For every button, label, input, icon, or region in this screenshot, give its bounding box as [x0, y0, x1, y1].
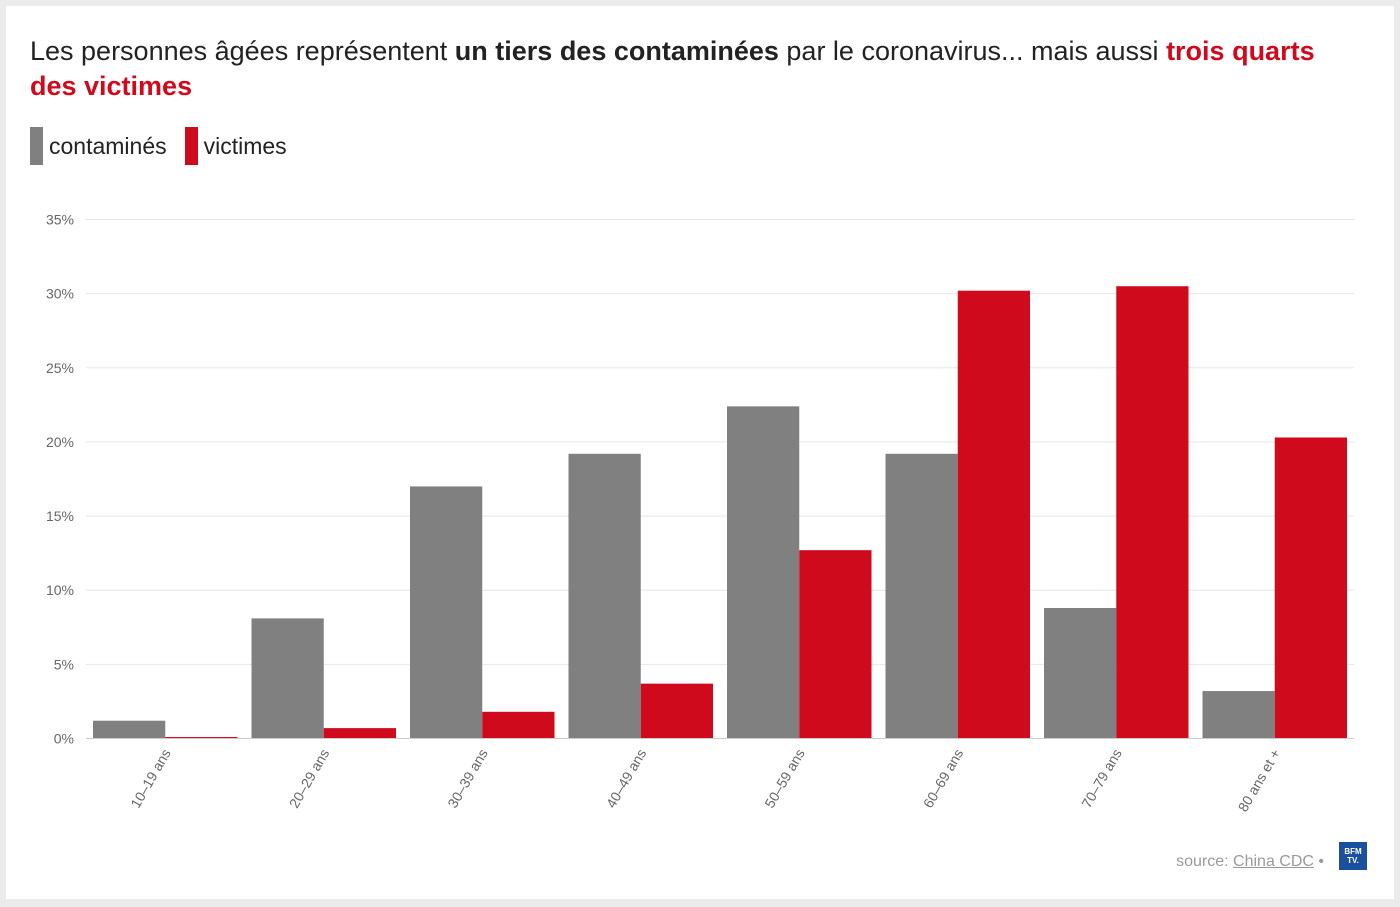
legend-item-victimes[interactable]: victimes	[184, 127, 287, 165]
bar-contamines	[568, 453, 641, 739]
legend-item-contamines[interactable]: contaminés	[30, 127, 167, 165]
logo-text: BFM TV.	[1344, 847, 1362, 865]
bar-victimes	[1116, 286, 1189, 739]
y-tick-label: 5%	[54, 656, 74, 672]
bar-chart: 0% 5% 10% 15% 20% 25% 30% 35% 10–19 ans 20–29 ans…	[46, 212, 1354, 814]
bar-victimes	[957, 290, 1030, 739]
bar-contamines	[727, 406, 800, 739]
x-tick-label: 80 ans et +	[1235, 746, 1284, 814]
y-tick-label: 0%	[54, 731, 74, 747]
bfmtv-logo[interactable]: BFM TV.	[1339, 842, 1367, 870]
legend-swatch-victimes	[184, 127, 198, 165]
bar-contamines	[1044, 608, 1117, 739]
x-tick-label: 10–19 ans	[127, 746, 174, 811]
bar-contamines	[885, 453, 958, 739]
y-tick-label: 25%	[46, 360, 74, 376]
x-tick-label: 20–29 ans	[286, 746, 333, 811]
bar-contamines	[410, 486, 483, 739]
y-tick-label: 10%	[46, 582, 74, 598]
source-prefix: source:	[1176, 853, 1234, 870]
title-bold-2: trois quarts des victimes	[30, 36, 1315, 101]
x-tick-label: 70–79 ans	[1078, 746, 1125, 811]
bar-contamines	[251, 618, 324, 739]
legend: contaminés victimes	[30, 126, 305, 166]
bar-victimes	[165, 737, 238, 739]
y-tick-label: 30%	[46, 286, 74, 302]
bar-victimes	[640, 683, 713, 739]
bar-contamines	[93, 720, 166, 739]
chart-title: Les personnes âgées représentent un tier…	[30, 34, 1360, 104]
x-tick-label: 50–59 ans	[761, 746, 808, 811]
legend-swatch-contamines	[30, 127, 43, 165]
source-suffix: •	[1313, 853, 1324, 870]
legend-label-contamines: contaminés	[49, 132, 167, 159]
y-tick-label: 35%	[46, 212, 74, 228]
title-part-1: Les personnes âgées représentent	[30, 36, 455, 66]
title-part-2: par le coronavirus... mais aussi	[778, 36, 1167, 66]
bar-victimes	[799, 550, 872, 739]
y-tick-label: 15%	[46, 508, 74, 524]
y-tick-label: 20%	[46, 434, 74, 450]
bar-victimes	[1274, 437, 1347, 739]
bar-contamines	[1202, 691, 1275, 739]
x-tick-label: 40–49 ans	[603, 746, 650, 811]
bar-victimes	[482, 711, 555, 739]
source-credit: source: China CDC •	[1176, 853, 1324, 871]
chart-card: Les personnes âgées représentent un tier…	[6, 6, 1394, 899]
title-bold-1: un tiers des contaminées	[454, 36, 779, 66]
x-tick-label: 30–39 ans	[444, 746, 491, 811]
x-tick-label: 60–69 ans	[920, 746, 967, 811]
legend-label-victimes: victimes	[203, 132, 287, 159]
source-link[interactable]: China CDC	[1233, 853, 1314, 870]
bar-victimes	[323, 728, 396, 739]
